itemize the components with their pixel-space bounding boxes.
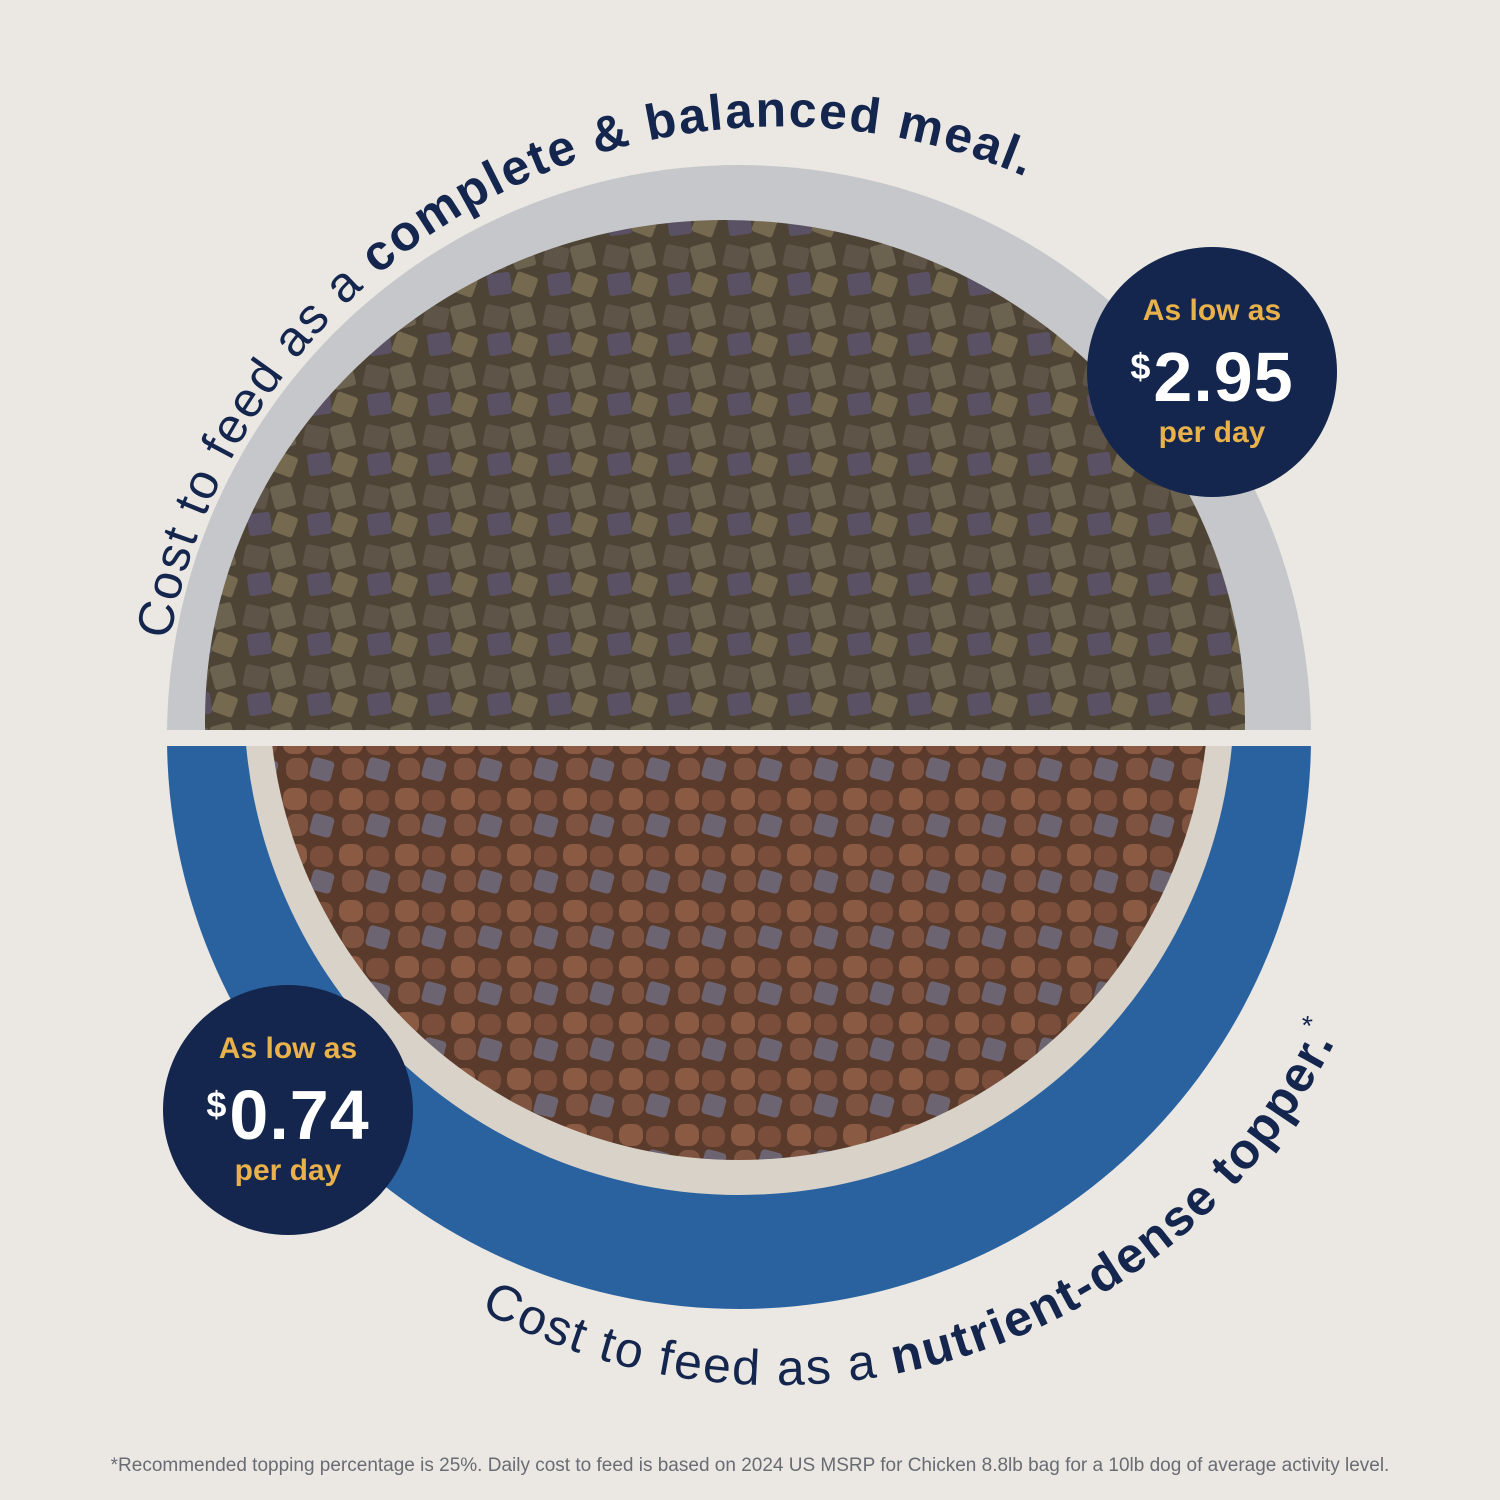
badge-suffix: per day xyxy=(234,1154,342,1187)
bottom-bowl xyxy=(167,746,1311,1309)
price-badge-complete-meal: As low as $2.95 per day xyxy=(1087,247,1337,497)
top-bowl xyxy=(167,165,1311,730)
badge-prefix: As low as xyxy=(218,1032,358,1065)
price-badge-topper: As low as $0.74 per day xyxy=(163,985,413,1235)
badge-prefix: As low as xyxy=(1142,294,1282,327)
badge-price: $0.74 xyxy=(206,1076,370,1154)
badge-suffix: per day xyxy=(1158,416,1266,449)
badge-price: $2.95 xyxy=(1130,338,1294,416)
footnote: *Recommended topping percentage is 25%. … xyxy=(110,1455,1390,1476)
